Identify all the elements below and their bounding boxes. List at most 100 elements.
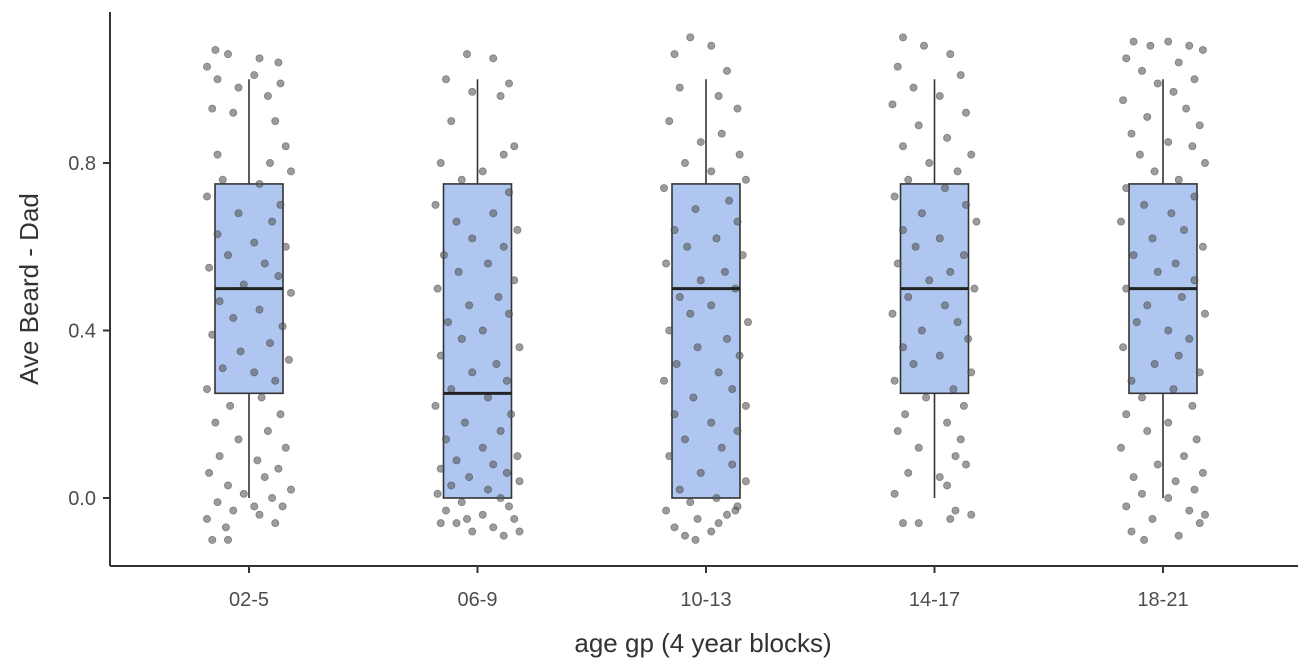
point-02-5-68	[208, 535, 217, 544]
point-14-17-39	[890, 376, 899, 385]
x-axis-title: age gp (4 year blocks)	[574, 628, 831, 658]
point-02-5-60	[213, 498, 222, 507]
point-18-21-43	[1150, 359, 1159, 368]
point-10-13-14	[660, 184, 669, 193]
point-10-13-31	[723, 334, 732, 343]
point-02-5-38	[236, 347, 245, 356]
point-06-9-26	[504, 309, 513, 318]
point-10-13-53	[662, 506, 671, 515]
point-18-21-57	[1129, 473, 1138, 482]
point-18-21-29	[1198, 242, 1207, 251]
point-10-13-6	[733, 104, 742, 113]
point-10-13-38	[689, 393, 698, 402]
point-02-5-0	[211, 45, 220, 54]
point-02-5-20	[276, 200, 285, 209]
point-10-13-60	[731, 506, 740, 515]
point-18-21-7	[1138, 66, 1147, 75]
point-10-13-9	[696, 138, 705, 147]
point-10-13-24	[696, 276, 705, 285]
point-10-13-0	[686, 33, 695, 42]
point-06-9-28	[478, 326, 487, 335]
point-06-9-41	[441, 435, 450, 444]
point-18-21-42	[1174, 351, 1183, 360]
point-02-5-16	[286, 167, 295, 176]
point-10-13-47	[696, 468, 705, 477]
point-06-9-3	[504, 79, 513, 88]
point-14-17-3	[893, 62, 902, 71]
point-02-5-17	[218, 175, 227, 184]
point-18-21-18	[1135, 150, 1144, 159]
point-14-17-9	[914, 121, 923, 130]
point-02-5-6	[250, 71, 259, 80]
point-18-21-26	[1117, 217, 1126, 226]
point-18-21-2	[1164, 37, 1173, 46]
point-14-17-21	[899, 225, 908, 234]
point-02-5-56	[223, 481, 232, 490]
point-10-13-36	[660, 376, 669, 385]
point-06-9-39	[460, 418, 469, 427]
point-02-5-46	[276, 410, 285, 419]
point-02-5-31	[286, 288, 295, 297]
point-14-17-34	[964, 334, 973, 343]
point-06-9-0	[462, 50, 471, 59]
point-02-5-39	[284, 355, 293, 364]
point-02-5-14	[213, 150, 222, 159]
point-10-13-4	[675, 83, 684, 92]
point-14-17-54	[967, 510, 976, 519]
point-02-5-65	[271, 519, 280, 528]
point-14-17-14	[953, 167, 962, 176]
point-10-13-55	[693, 514, 702, 523]
point-02-5-9	[263, 92, 272, 101]
point-18-21-12	[1182, 104, 1191, 113]
point-02-5-33	[255, 305, 264, 314]
point-02-5-26	[223, 251, 232, 260]
point-06-9-1	[489, 54, 498, 63]
point-06-9-47	[502, 468, 511, 477]
point-10-13-35	[714, 368, 723, 377]
point-02-5-28	[205, 263, 214, 272]
point-14-17-6	[935, 92, 944, 101]
point-18-21-62	[1122, 502, 1131, 511]
point-02-5-59	[268, 493, 277, 502]
point-10-13-43	[681, 435, 690, 444]
point-10-13-15	[725, 196, 734, 205]
plot-area	[202, 33, 1210, 544]
point-14-17-44	[943, 418, 952, 427]
point-06-9-20	[483, 259, 492, 268]
box-group-02-5	[202, 45, 295, 544]
point-02-5-4	[274, 58, 283, 67]
x-tick-label-06-9: 06-9	[457, 589, 497, 611]
x-tick-label-18-21: 18-21	[1137, 589, 1188, 611]
point-14-17-28	[970, 284, 979, 293]
point-02-5-67	[250, 502, 259, 511]
point-14-17-18	[962, 200, 971, 209]
point-18-21-53	[1117, 443, 1126, 452]
point-06-9-8	[499, 150, 508, 159]
point-18-21-68	[1140, 535, 1149, 544]
point-10-13-26	[675, 292, 684, 301]
point-18-21-49	[1122, 410, 1131, 419]
point-14-17-19	[917, 209, 926, 218]
point-14-17-43	[901, 410, 910, 419]
point-18-21-51	[1143, 426, 1152, 435]
point-14-17-27	[925, 276, 934, 285]
point-06-9-35	[447, 385, 456, 394]
point-02-5-5	[213, 75, 222, 84]
point-02-5-51	[215, 452, 224, 461]
point-14-17-56	[946, 514, 955, 523]
point-10-13-51	[686, 498, 695, 507]
point-06-9-40	[496, 426, 505, 435]
point-06-9-17	[468, 234, 477, 243]
point-10-13-21	[738, 251, 747, 260]
point-06-9-11	[457, 175, 466, 184]
point-10-13-45	[665, 452, 674, 461]
point-06-9-19	[439, 251, 448, 260]
point-10-13-7	[665, 117, 674, 126]
point-10-13-61	[691, 535, 700, 544]
point-02-5-15	[265, 158, 274, 167]
point-02-5-44	[257, 393, 266, 402]
point-18-21-48	[1188, 401, 1197, 410]
point-06-9-36	[483, 393, 492, 402]
